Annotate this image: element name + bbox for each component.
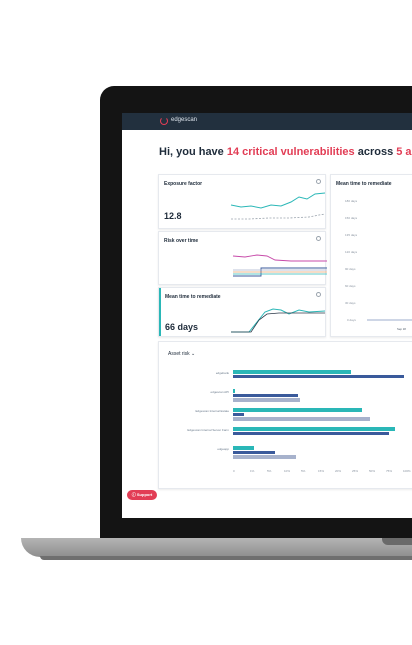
asset-risk-bar[interactable]	[233, 370, 351, 374]
asset-risk-card[interactable]: Asset risk ⌄ edgebank edgescan API Edgesca…	[158, 341, 412, 489]
asset-label: Edgescan Internal Server Farm	[187, 428, 229, 432]
y-tick: 60 days	[345, 284, 356, 288]
x-tick: 10%	[284, 469, 291, 473]
asset-label: edgeapp	[217, 447, 229, 451]
laptop-base-lip	[40, 556, 412, 560]
support-button[interactable]: ⓘ Support	[127, 490, 157, 500]
x-tick: 0	[233, 469, 235, 473]
brand-name[interactable]: edgescan	[171, 117, 198, 123]
info-icon[interactable]	[316, 236, 321, 241]
mttr-chart-title: Mean time to remediate	[336, 181, 392, 187]
headline-middle: across	[354, 146, 397, 158]
x-tick: 20%	[335, 469, 342, 473]
info-icon[interactable]	[316, 292, 321, 297]
laptop-notch	[382, 538, 412, 545]
asset-label: edgebank	[215, 371, 229, 375]
headline-prefix: Hi, you have	[159, 146, 227, 158]
asset-risk-bar[interactable]	[233, 408, 363, 412]
y-tick: 30 days	[345, 301, 356, 305]
x-tick: 15%	[318, 469, 325, 473]
asset-risk-bar[interactable]	[233, 446, 254, 450]
asset-risk-bar[interactable]	[233, 374, 404, 378]
laptop-base	[21, 538, 412, 557]
risk-over-time-title: Risk over time	[164, 238, 199, 244]
x-tick: 1%	[250, 469, 255, 473]
asset-risk-bar[interactable]	[233, 455, 296, 459]
info-icon[interactable]	[316, 179, 321, 184]
support-label: Support	[136, 492, 153, 497]
asset-risk-bar[interactable]	[233, 417, 370, 421]
x-tick: 75%	[386, 469, 393, 473]
asset-risk-bar[interactable]	[233, 427, 395, 431]
x-tick: 50%	[369, 469, 376, 473]
top-bar: edgescan	[122, 113, 412, 130]
support-icon: ⓘ	[131, 492, 136, 497]
asset-risk-bar[interactable]	[233, 431, 389, 435]
mttr-value: 66 days	[165, 322, 199, 332]
x-tick: 5%	[267, 469, 272, 473]
x-tick: 100%	[403, 469, 411, 473]
exposure-factor-value: 12.8	[164, 211, 182, 221]
card-accent-bar	[159, 288, 161, 336]
mttr-chart-lines	[367, 319, 412, 321]
x-tick: 25%	[352, 469, 359, 473]
asset-risk-bar[interactable]	[233, 398, 300, 402]
mean-time-remediate-card[interactable]: Mean time to remediate 66 days	[158, 287, 326, 337]
edgescan-logo-icon[interactable]	[160, 117, 168, 125]
asset-risk-title[interactable]: Asset risk ⌄	[168, 351, 196, 357]
laptop-screen: edgescan Hi, you have 14 critical vulner…	[122, 113, 412, 518]
y-tick: 90 days	[345, 267, 356, 271]
risk-over-time-card[interactable]: Risk over time	[158, 231, 327, 285]
exposure-factor-title: Exposure factor	[164, 181, 203, 187]
asset-risk-bar[interactable]	[233, 412, 245, 416]
asset-count[interactable]: 5 assets	[396, 146, 412, 158]
asset-label: Edgescan Internal Estate	[195, 409, 229, 413]
asset-label: edgescan API	[210, 390, 229, 394]
y-tick: 150 days	[345, 216, 358, 220]
y-tick: 0 days	[347, 318, 356, 322]
mttr-sparkline	[231, 308, 326, 333]
asset-risk-bar[interactable]	[233, 450, 275, 454]
critical-vuln-count[interactable]: 14 critical vulnerabilities	[226, 146, 355, 158]
exposure-sparkline	[230, 192, 326, 220]
mttr-chart-card[interactable]: Mean time to remediate 180 days 150 days…	[330, 174, 412, 337]
asset-risk-bar[interactable]	[233, 389, 235, 393]
x-axis-label: Sep 18	[397, 327, 406, 331]
risk-sparkline	[232, 254, 327, 277]
exposure-factor-card[interactable]: Exposure factor 12.8	[158, 174, 326, 229]
mttr-title: Mean time to remediate	[165, 294, 221, 300]
x-tick: 5%	[301, 469, 306, 473]
page-title: Hi, you have 14 critical vulnerabilities…	[159, 146, 412, 158]
y-tick: 180 days	[345, 199, 358, 203]
asset-risk-bar[interactable]	[233, 393, 298, 397]
y-tick: 120 days	[345, 250, 358, 254]
y-tick: 135 days	[345, 233, 358, 237]
